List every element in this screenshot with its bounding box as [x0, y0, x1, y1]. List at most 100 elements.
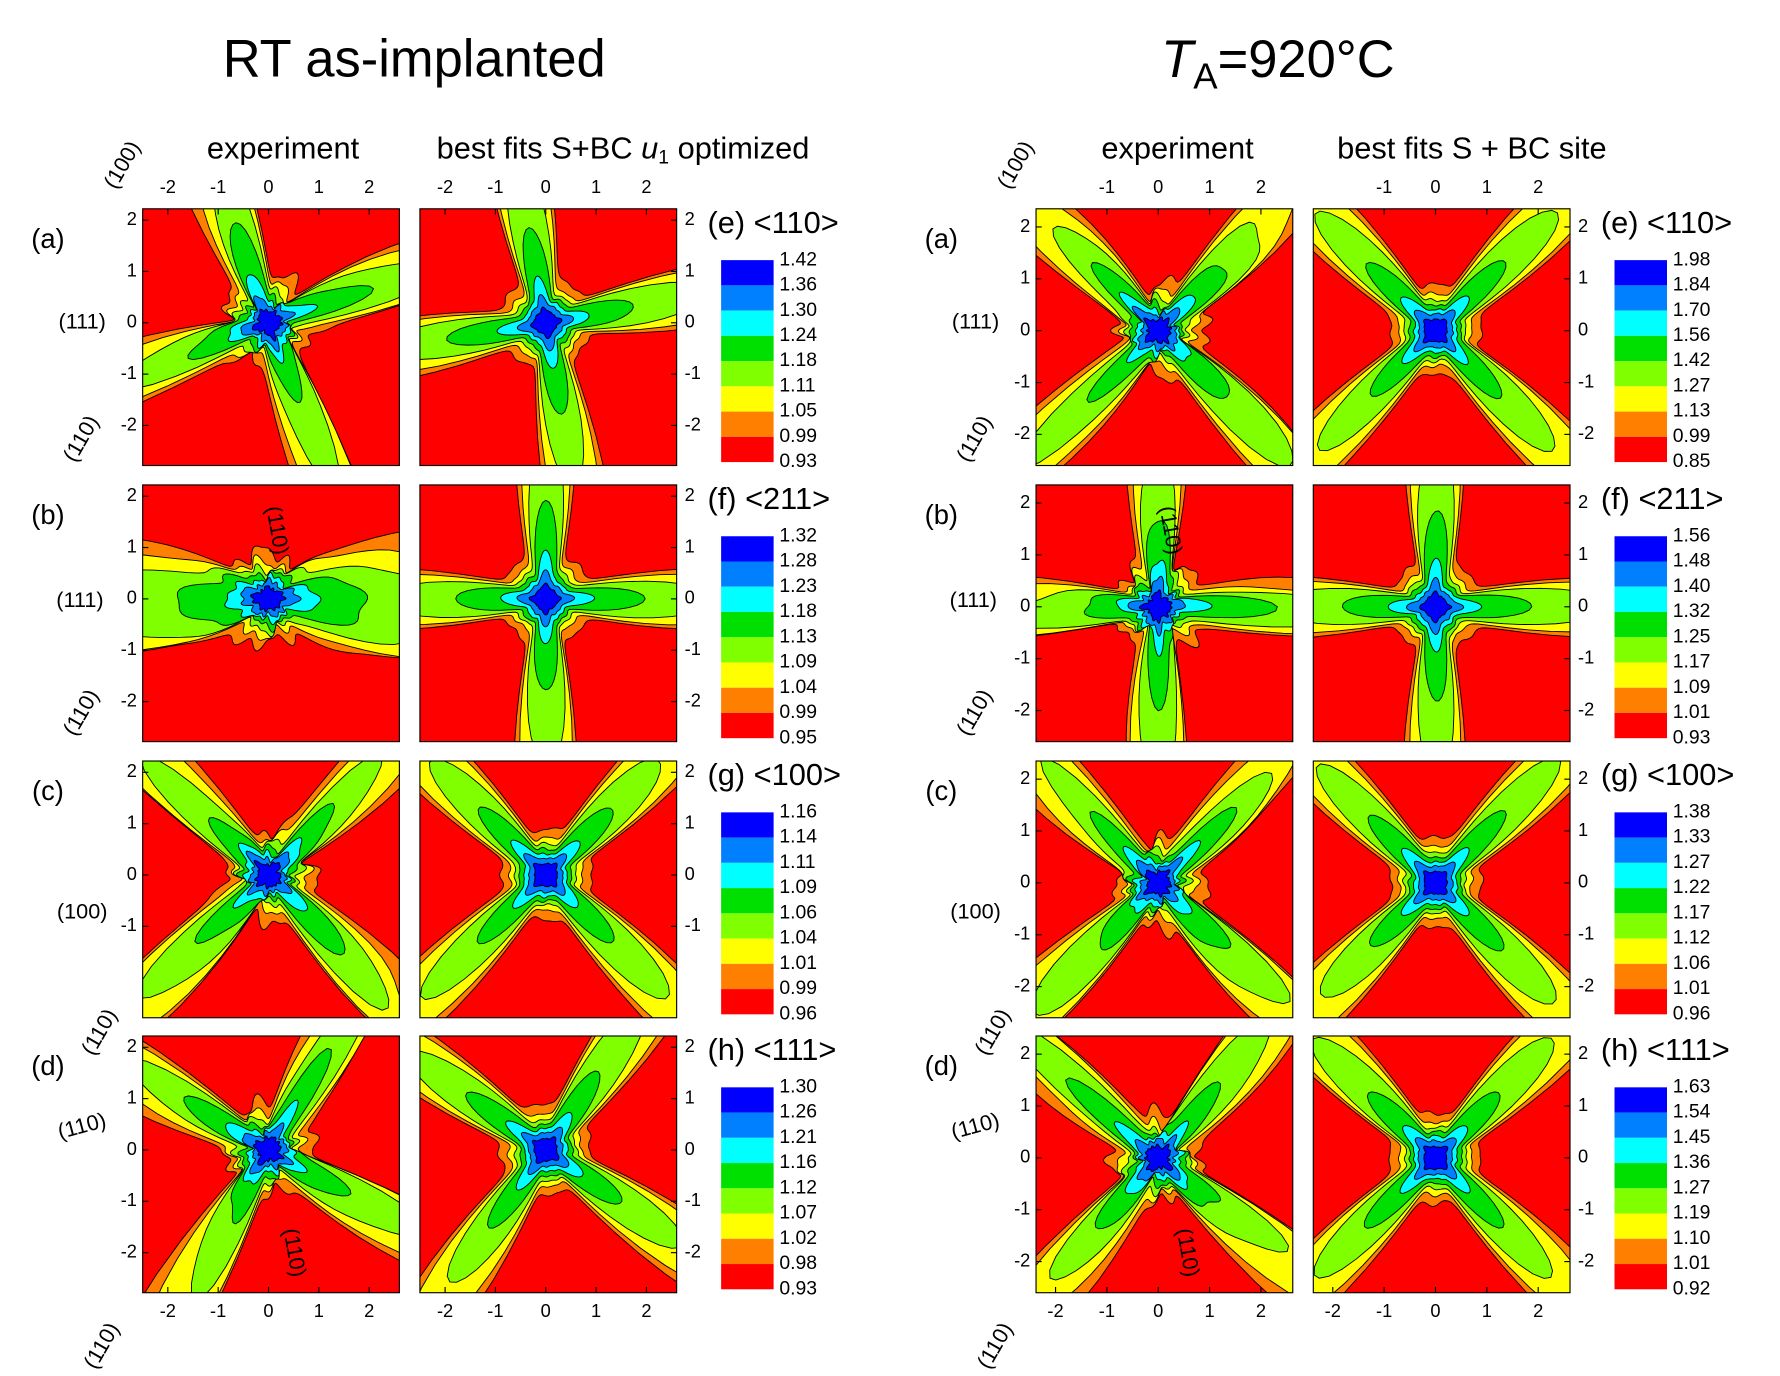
colorbar-swatch — [1614, 637, 1667, 663]
plane-annotation: (110) — [948, 1107, 1002, 1144]
plane-annotation: (100) — [950, 898, 1001, 923]
x-tick-label: 2 — [1256, 176, 1266, 197]
heading-part: optimized — [669, 131, 809, 166]
colorbar-swatch — [721, 310, 774, 336]
x-tick-label: 0 — [1430, 176, 1440, 197]
x-tick-label: 2 — [364, 1300, 374, 1321]
colorbar-swatch — [1614, 862, 1667, 889]
x-tick-label: -2 — [437, 1300, 453, 1321]
x-tick-label: 2 — [641, 1300, 651, 1321]
y-tick-label: -2 — [1578, 974, 1594, 995]
x-tick-label: 2 — [1533, 1300, 1543, 1321]
colorbar-level: 1.48 — [1673, 550, 1711, 572]
plane-annotation: (111) — [56, 587, 103, 612]
colorbar-level: 1.01 — [1673, 1252, 1711, 1274]
colorbar-level: 1.13 — [779, 625, 817, 647]
y-tick-label: 1 — [127, 535, 137, 556]
panel-frame — [1312, 484, 1571, 743]
y-tick-label: 1 — [685, 259, 695, 280]
x-tick-label: -1 — [210, 1300, 226, 1321]
y-tick-label: 0 — [1020, 318, 1030, 339]
colorbar-level: 1.38 — [1673, 800, 1711, 822]
panel-frame — [142, 208, 400, 467]
x-tick-label: 0 — [263, 1300, 273, 1321]
title-part: T — [1161, 30, 1197, 89]
panel-label: (b) — [925, 499, 958, 530]
colorbar-title: (f) <211> — [707, 481, 830, 516]
y-tick-label: -2 — [1578, 698, 1594, 719]
colorbar-level: 0.85 — [1673, 450, 1711, 472]
colorbar-swatch — [1614, 386, 1667, 412]
colorbar-level: 1.56 — [1673, 324, 1711, 346]
colorbar-swatch — [721, 1188, 774, 1214]
colorbar-swatch — [1614, 586, 1667, 612]
colorbar-level: 1.36 — [779, 274, 817, 296]
y-tick-label: 0 — [127, 587, 137, 608]
contour-region — [1143, 316, 1173, 345]
y-tick-label: 2 — [1578, 215, 1588, 236]
section-title: TA=920°C — [1161, 30, 1394, 97]
colorbar-swatch — [1614, 913, 1667, 939]
y-tick-label: 0 — [685, 863, 695, 884]
colorbar-level: 1.25 — [1673, 625, 1711, 647]
contour-map — [1036, 1035, 1293, 1293]
colorbar-swatch — [721, 1112, 774, 1138]
panel-label: (c) — [32, 775, 64, 806]
y-tick-label: 0 — [1020, 871, 1030, 892]
panel-frame — [1035, 760, 1294, 1019]
x-tick-label: -2 — [160, 1300, 176, 1321]
contour-map — [142, 208, 400, 466]
colorbar-swatch — [1614, 561, 1667, 587]
colorbar-swatch — [1614, 335, 1667, 362]
y-tick-label: -1 — [1578, 1198, 1594, 1219]
colorbar-level: 1.04 — [779, 927, 817, 949]
colorbar-level: 1.42 — [779, 248, 817, 270]
colorbar-title: (e) <110> — [1601, 205, 1732, 240]
colorbar-level: 1.40 — [1673, 575, 1711, 597]
colorbar-swatch — [1614, 436, 1667, 463]
colorbar-swatch — [1614, 1087, 1667, 1113]
y-tick-label: 1 — [1020, 1094, 1030, 1115]
x-tick-label: 2 — [364, 176, 374, 197]
colorbar-swatch — [721, 662, 774, 688]
x-tick-label: 1 — [1205, 176, 1215, 197]
colorbar-swatch — [721, 611, 774, 638]
y-tick-label: 0 — [685, 311, 695, 332]
colorbar-swatch — [1614, 285, 1667, 311]
plane-annotation: (100) — [98, 136, 145, 192]
colorbar-level: 1.09 — [779, 876, 817, 898]
colorbar-swatch — [1614, 963, 1667, 990]
contour-map — [1036, 208, 1293, 466]
colorbar-level: 1.32 — [779, 524, 817, 546]
x-tick-label: -2 — [437, 176, 453, 197]
colorbar-swatch — [721, 712, 774, 739]
y-tick-label: -1 — [121, 638, 137, 659]
colorbar-swatch — [721, 913, 774, 939]
heading-subscript: 1 — [658, 147, 669, 169]
colorbar-level: 1.12 — [1673, 927, 1711, 949]
panel-frame — [142, 760, 400, 1019]
plane-annotation: (111) — [952, 309, 999, 334]
y-tick-label: 0 — [1578, 318, 1588, 339]
y-tick-label: -2 — [121, 1240, 137, 1261]
panel-frame — [1035, 1035, 1294, 1294]
panel-frame — [1035, 484, 1294, 743]
y-tick-label: -1 — [1014, 923, 1030, 944]
colorbar-swatch — [1614, 361, 1667, 387]
colorbar-swatch — [721, 862, 774, 889]
y-tick-label: 1 — [1578, 267, 1588, 288]
colorbar-swatch — [721, 436, 774, 463]
y-tick-label: -2 — [1014, 1249, 1030, 1270]
colorbar-level: 1.06 — [1673, 952, 1711, 974]
x-tick-label: 1 — [1482, 1300, 1492, 1321]
x-tick-label: 0 — [263, 176, 273, 197]
y-tick-label: 2 — [1020, 767, 1030, 788]
x-tick-label: -1 — [1099, 176, 1115, 197]
colorbar-level: 0.98 — [779, 1252, 817, 1274]
colorbar-swatch — [721, 938, 774, 964]
contour-map — [1313, 208, 1571, 466]
y-tick-label: -2 — [685, 689, 701, 710]
colorbar-level: 0.96 — [1673, 1002, 1711, 1024]
y-tick-label: 2 — [1020, 491, 1030, 512]
